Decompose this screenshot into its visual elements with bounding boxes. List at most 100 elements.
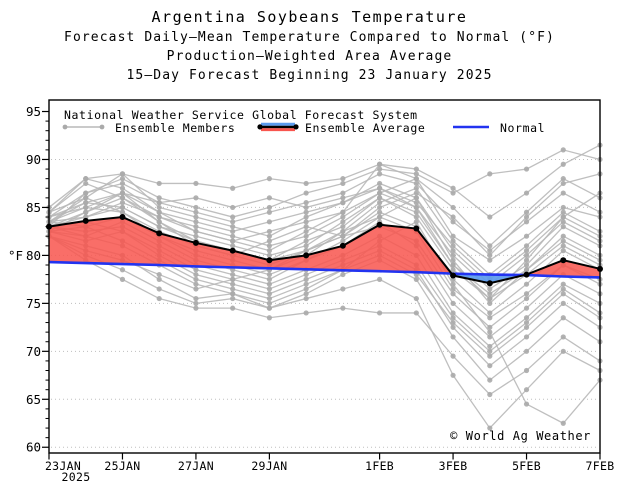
ensemble-member-point: [303, 291, 309, 297]
ensemble-member-point: [487, 377, 493, 383]
ensemble-member-point: [487, 391, 493, 398]
ensemble-member-point: [560, 209, 566, 215]
ensemble-member-point: [230, 243, 236, 249]
ensemble-member-point: [487, 257, 493, 263]
ensemble-member-point: [266, 228, 272, 235]
ensemble-member-point: [193, 295, 199, 302]
ensemble-member-point: [303, 238, 309, 244]
ensemble-member-point: [193, 180, 199, 187]
ensemble-member-point: [119, 209, 126, 215]
ensemble-average-point: [229, 247, 236, 254]
ensemble-member-point: [266, 281, 272, 287]
ensemble-member-point: [303, 286, 309, 292]
ensemble-member-point: [413, 219, 419, 225]
ensemble-member-point: [450, 324, 456, 330]
ensemble-member-point: [560, 219, 566, 225]
ensemble-member-point: [487, 353, 493, 359]
ensemble-member-point: [340, 219, 346, 225]
y-tick-label: 90: [26, 152, 41, 167]
ensemble-member-point: [303, 190, 309, 196]
ensemble-member-point: [230, 204, 236, 211]
ensemble-member-point: [340, 190, 346, 196]
ensemble-member-point: [193, 228, 199, 235]
ensemble-member-point: [560, 243, 566, 249]
legend-source-label: National Weather Service Global Forecast…: [64, 108, 418, 122]
ensemble-member-point: [450, 281, 456, 287]
above-normal-fill: [49, 217, 600, 278]
ensemble-members-legend-label: Ensemble Members: [115, 121, 236, 135]
ensemble-member-point: [523, 401, 530, 407]
ensemble-member-point: [303, 295, 309, 302]
ensemble-member-point: [450, 190, 456, 196]
ensemble-average-swatch-dot: [257, 124, 263, 130]
ensemble-member-point: [523, 334, 530, 340]
ensemble-member-point: [193, 214, 199, 220]
ensemble-average-point: [560, 257, 567, 264]
ensemble-member-point: [413, 180, 419, 187]
ensemble-members: [46, 142, 603, 431]
ensemble-member-point: [450, 233, 456, 239]
x-tick-label: 25JAN: [104, 459, 140, 473]
ensemble-member-point: [523, 319, 530, 326]
ensemble-member-point: [523, 387, 530, 393]
ensemble-member-point: [193, 209, 199, 215]
ensemble-member-point: [413, 204, 419, 211]
ensemble-member-point: [450, 291, 456, 297]
ensemble-member-point: [450, 310, 456, 316]
ensemble-average-swatch-dot: [293, 124, 299, 130]
ensemble-member-point: [193, 305, 199, 311]
ensemble-member-point: [340, 233, 346, 239]
ensemble-member-point: [119, 185, 126, 191]
ensemble-member-point: [560, 348, 566, 354]
ensemble-member-point: [266, 252, 272, 258]
ensemble-member-point: [560, 180, 566, 187]
ensemble-member-point: [340, 271, 346, 278]
y-tick-label: 85: [26, 200, 41, 215]
ensemble-member-point: [523, 281, 530, 287]
ensemble-member-point: [340, 195, 346, 201]
x-tick-label: 7FEB: [586, 459, 615, 473]
ensemble-member-point: [560, 291, 566, 297]
ensemble-member-point: [193, 224, 199, 230]
ensemble-member-point: [413, 190, 419, 196]
ensemble-member-point: [156, 195, 162, 201]
ensemble-member-point: [266, 209, 272, 215]
ensemble-average-point: [450, 272, 457, 279]
ensemble-member-point: [560, 224, 566, 230]
ensemble-member-point: [377, 195, 383, 201]
ensemble-member-point: [83, 195, 89, 201]
ensemble-member-point: [413, 295, 419, 302]
ensemble-member-point: [156, 214, 162, 220]
ensemble-member-point: [450, 372, 456, 378]
ensemble-member-point: [340, 228, 346, 235]
ensemble-member-point: [560, 315, 566, 321]
ensemble-member-point: [230, 271, 236, 278]
x-tick-label: 27JAN: [178, 459, 214, 473]
ensemble-member-point: [230, 219, 236, 225]
ensemble-member-point: [230, 224, 236, 230]
chart-header: Argentina Soybeans Temperature Forecast …: [0, 7, 619, 85]
ensemble-member-point: [193, 281, 199, 287]
ensemble-member-point: [450, 214, 456, 220]
ensemble-member-point: [487, 243, 493, 249]
ensemble-member-point: [487, 310, 493, 316]
ensemble-member-point: [156, 295, 162, 302]
ensemble-member-point: [523, 243, 530, 249]
chart-title: Argentina Soybeans Temperature: [151, 8, 468, 26]
ensemble-member-point: [340, 176, 346, 182]
ensemble-member-point: [377, 200, 383, 206]
ensemble-member-point: [377, 171, 383, 177]
ensemble-member-point: [487, 329, 493, 335]
deviation-fills: [49, 217, 600, 284]
plot-frame: [48, 99, 601, 454]
ensemble-member-point: [156, 209, 162, 215]
ensemble-member-point: [266, 286, 272, 292]
ensemble-member-point: [340, 200, 346, 206]
y-axis-unit-label: °F: [8, 248, 23, 263]
ensemble-member-point: [487, 324, 493, 330]
ensemble-member-point: [193, 300, 199, 306]
y-tick-label: 70: [26, 344, 41, 359]
ensemble-member-point: [303, 243, 309, 249]
ensemble-member-point: [340, 214, 346, 220]
